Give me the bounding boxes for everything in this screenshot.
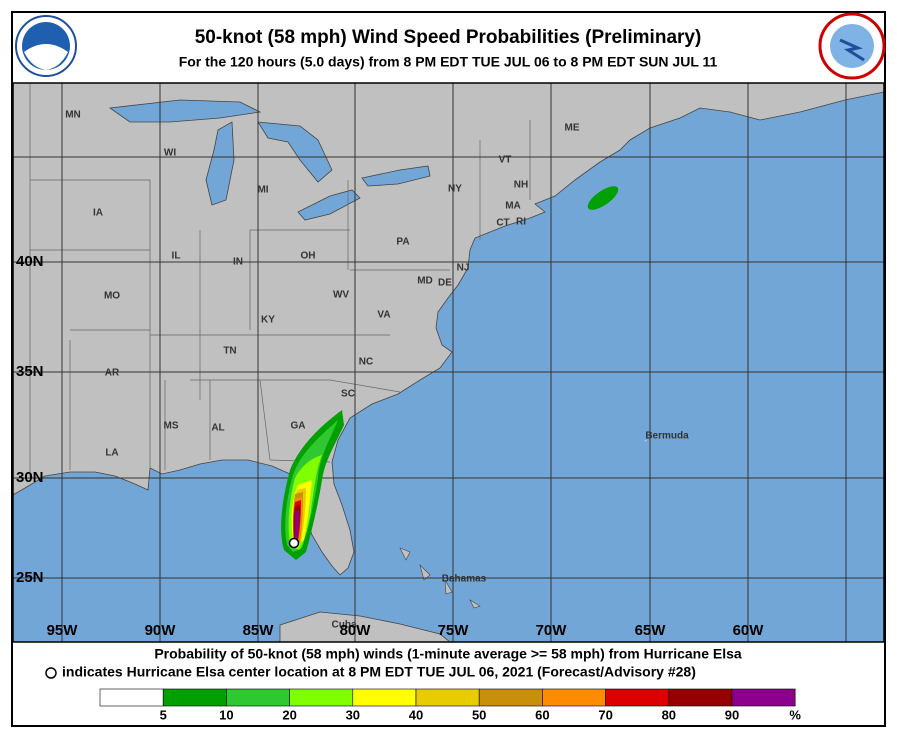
state-label: NY [448, 184, 462, 195]
probability-area [295, 510, 299, 538]
great-lakes [108, 99, 431, 221]
color-bin [668, 688, 733, 707]
state-label: RI [516, 217, 526, 228]
nws-logo [818, 12, 886, 80]
cuba [279, 611, 451, 642]
legend-unit: % [789, 707, 801, 722]
longitude-label: 70W [536, 622, 568, 639]
footer-line2: indicates Hurricane Elsa center location… [62, 664, 696, 680]
state-label: KY [261, 315, 275, 326]
state-label: WV [333, 290, 349, 301]
footer-line1: Probability of 50-knot (58 mph) winds (1… [154, 646, 742, 662]
place-label: Bermuda [645, 431, 689, 442]
legend-tick-label: 10 [219, 707, 233, 722]
state-label: SC [341, 389, 355, 400]
state-label: LA [105, 448, 118, 459]
map: MN WI MI IA IL IN OH PA NY VT NH ME MA CT RI NJ DE MD WV VA… [13, 83, 884, 642]
state-label: MS [164, 421, 179, 432]
legend-tick-label: 70 [598, 707, 612, 722]
longitude-label: 85W [243, 622, 275, 639]
bahamas [399, 547, 481, 609]
state-label: VA [377, 310, 390, 321]
state-label: MN [65, 110, 81, 121]
latitude-label: 40N [16, 253, 44, 270]
legend: 5 10 20 30 40 50 60 70 80 90% [99, 688, 801, 722]
color-bin [415, 688, 480, 707]
title: 50-knot (58 mph) Wind Speed Probabilitie… [195, 27, 702, 48]
latitude-label: 35N [16, 363, 44, 380]
map-border [12, 82, 885, 643]
state-label: ME [565, 123, 580, 134]
state-label: WI [164, 148, 176, 159]
legend-tick-label: 5 [160, 707, 167, 722]
subtitle: For the 120 hours (5.0 days) from 8 PM E… [179, 54, 718, 70]
place-label: Bahamas [442, 574, 487, 585]
longitude-label: 90W [145, 622, 177, 639]
state-label: VT [499, 155, 512, 166]
state-label: MO [104, 291, 120, 302]
state-label: OH [301, 251, 316, 262]
color-bin [226, 688, 290, 707]
longitude-label: 60W [733, 622, 765, 639]
state-label: AL [211, 423, 224, 434]
color-bin [478, 688, 543, 707]
state-label: NJ [457, 263, 470, 274]
color-bin [352, 688, 417, 707]
state-label: NC [359, 357, 373, 368]
longitude-label: 75W [438, 622, 470, 639]
color-bin [542, 688, 606, 707]
legend-tick-label: 90 [725, 707, 739, 722]
longitude-label: 65W [635, 622, 667, 639]
color-bin [99, 688, 164, 707]
legend-tick-label: 40 [409, 707, 423, 722]
state-label: MI [257, 185, 268, 196]
noaa-logo [15, 15, 77, 77]
state-label: AR [105, 368, 120, 379]
land [13, 83, 884, 576]
legend-tick-label: 60 [535, 707, 549, 722]
state-label: CT [496, 218, 509, 229]
longitude-label: 80W [340, 622, 372, 639]
state-label: GA [291, 421, 306, 432]
state-label: MA [505, 201, 521, 212]
probability-area [587, 186, 619, 210]
color-bin [605, 688, 670, 707]
legend-tick-label: 30 [346, 707, 360, 722]
color-bin [162, 688, 227, 707]
longitude-label: 95W [47, 622, 79, 639]
center-symbol [45, 667, 57, 679]
legend-tick-label: 50 [472, 707, 486, 722]
state-label: IL [172, 251, 181, 262]
color-bin [731, 688, 796, 707]
place-label: Cuba [332, 620, 357, 631]
storm-center [288, 537, 300, 549]
color-bin [289, 688, 354, 707]
state-label: MD [417, 276, 433, 287]
legend-tick-label: 20 [282, 707, 296, 722]
legend-tick-label: 80 [662, 707, 676, 722]
state-label: TN [223, 346, 236, 357]
bermuda-island [644, 440, 647, 442]
state-label: IN [233, 257, 243, 268]
state-label: PA [396, 237, 409, 248]
state-label: DE [438, 278, 452, 289]
latitude-label: 30N [16, 469, 44, 486]
state-label: NH [514, 180, 528, 191]
latitude-label: 25N [16, 569, 44, 586]
graticule [13, 83, 884, 642]
state-label: IA [93, 208, 103, 219]
